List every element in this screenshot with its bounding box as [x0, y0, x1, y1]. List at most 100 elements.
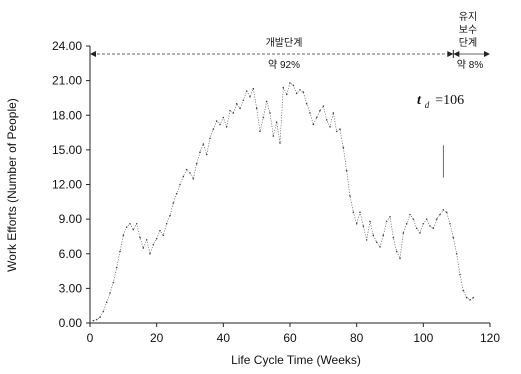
data-point	[159, 229, 161, 232]
data-point	[209, 137, 211, 140]
data-point	[415, 227, 418, 230]
data-point	[329, 125, 331, 128]
maintenance-phase-share: 약 8%	[457, 59, 484, 71]
data-point	[392, 236, 395, 239]
data-point	[95, 318, 98, 321]
data-point	[422, 222, 425, 225]
development-arrowhead-right	[447, 51, 454, 57]
data-point	[215, 120, 218, 122]
data-point	[165, 222, 168, 225]
maintenance-phase-label-line-2: 보수	[459, 24, 477, 36]
development-phase-share: 약 92%	[268, 59, 300, 71]
data-point	[109, 292, 111, 294]
td-symbol: t	[417, 93, 422, 108]
data-point	[435, 218, 438, 220]
development-phase-label: 개발단계	[266, 37, 303, 49]
x-tick-label: 40	[217, 331, 231, 345]
data-point	[282, 86, 285, 89]
data-point	[229, 109, 231, 112]
data-point	[462, 289, 465, 292]
data-point	[362, 225, 365, 227]
data-point	[355, 222, 358, 225]
data-point	[279, 142, 281, 144]
data-point	[429, 225, 431, 227]
data-point	[442, 209, 445, 211]
data-point	[92, 319, 95, 322]
data-point	[352, 211, 355, 213]
data-point	[105, 301, 108, 304]
y-tick-label: 21.00	[52, 74, 82, 88]
data-point	[122, 234, 125, 237]
data-point	[312, 123, 315, 126]
data-point	[265, 100, 268, 103]
data-point	[395, 250, 398, 253]
data-point	[172, 202, 175, 204]
data-point	[445, 211, 448, 213]
data-point	[179, 183, 181, 186]
data-point	[455, 252, 458, 255]
maintenance-arrowhead-right	[484, 51, 490, 57]
data-point	[99, 316, 101, 319]
data-point	[149, 252, 151, 255]
data-point	[249, 95, 251, 98]
data-point	[129, 222, 131, 225]
data-point	[292, 84, 295, 87]
data-point	[112, 281, 115, 284]
data-point	[185, 168, 188, 171]
data-point	[425, 218, 428, 220]
data-point	[375, 241, 378, 244]
series-line	[93, 82, 474, 322]
data-point	[409, 213, 411, 216]
data-point	[202, 143, 205, 145]
data-point	[465, 296, 468, 299]
td-annotation: t d =106	[417, 91, 464, 111]
data-point	[309, 112, 311, 114]
data-point	[102, 310, 105, 313]
data-point	[162, 234, 165, 237]
data-point	[269, 112, 271, 114]
data-point	[245, 90, 248, 92]
y-axis-title: Work Efforts (Number of People)	[5, 98, 19, 272]
maintenance-phase-label-line-1: 유지	[459, 11, 477, 23]
data-point	[339, 128, 341, 130]
y-tick-label: 24.00	[52, 39, 82, 53]
data-point	[212, 128, 215, 130]
data-point	[452, 236, 455, 239]
data-point	[315, 116, 318, 119]
data-point	[385, 220, 388, 223]
data-point	[222, 116, 225, 119]
y-tick-label: 0.00	[59, 316, 83, 330]
data-point	[335, 130, 338, 133]
data-point	[289, 82, 291, 84]
development-arrowhead-left	[90, 51, 96, 57]
maintenance-arrowhead-left	[453, 51, 460, 57]
plot-area: 0.00 3.00 6.00 9.00 12.00 15.00 18.00 21.00 24.0…	[52, 39, 500, 345]
x-tick-label: 0	[87, 331, 94, 345]
data-point	[152, 243, 155, 246]
y-tick-label: 12.00	[52, 178, 82, 192]
data-point	[205, 153, 208, 156]
data-point	[449, 222, 451, 225]
data-point	[325, 119, 328, 121]
data-point	[262, 116, 265, 119]
data-point	[365, 239, 368, 241]
data-point	[349, 195, 351, 197]
data-point	[285, 93, 288, 96]
data-point	[399, 257, 401, 260]
data-point	[469, 299, 471, 301]
x-tick-label: 20	[150, 331, 164, 345]
data-point	[302, 91, 305, 93]
data-point	[255, 107, 258, 110]
data-point	[332, 112, 335, 114]
data-point	[359, 211, 361, 213]
data-point	[372, 234, 375, 237]
data-point	[139, 236, 141, 239]
data-point	[119, 250, 121, 253]
x-tick-label: 120	[480, 331, 500, 345]
data-point	[195, 162, 198, 165]
data-point	[379, 246, 381, 248]
y-tick-label: 6.00	[59, 247, 83, 261]
data-point	[115, 266, 118, 269]
x-axis-title: Life Cycle Time (Weeks)	[231, 353, 361, 367]
